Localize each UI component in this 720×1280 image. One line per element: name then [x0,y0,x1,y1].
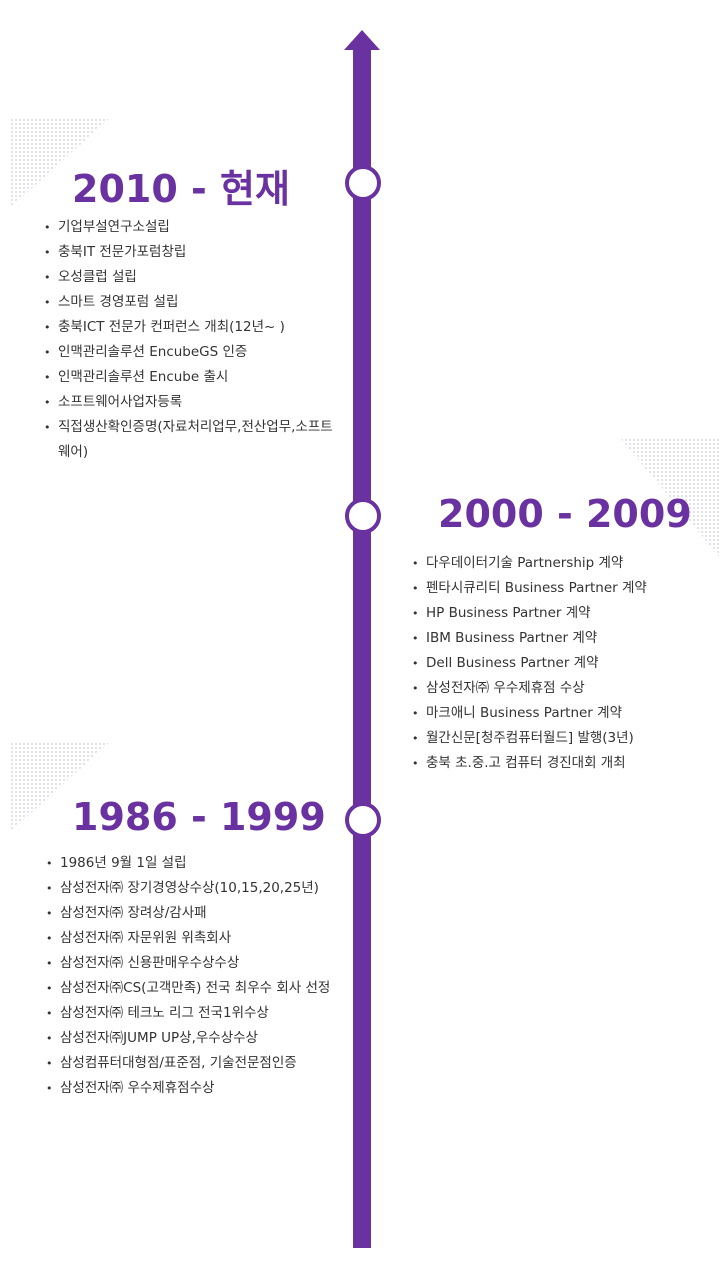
list-item: 삼성전자㈜ 자문위원 위촉회사 [46,926,331,951]
timeline-axis [353,48,371,1248]
timeline-node-2000 [345,498,381,534]
list-item: 충북IT 전문가포럼창립 [44,240,344,265]
timeline-node-1986 [345,802,381,838]
list-item: 삼성전자㈜ 신용판매우수상수상 [46,951,331,976]
list-item: 1986년 9월 1일 설립 [46,851,331,876]
list-item: HP Business Partner 계약 [412,601,712,626]
list-item: 충북 초.중.고 컴퓨터 경진대회 개최 [412,751,712,776]
list-item: 스마트 경영포럼 설립 [44,290,344,315]
list-item: 삼성전자㈜ 테크노 리그 전국1위수상 [46,1001,331,1026]
list-item: 삼성컴퓨터대형점/표준점, 기술전문점인증 [46,1051,331,1076]
era-list-2000: 다우데이터기술 Partnership 계약 펜타시큐리티 Business P… [412,551,712,776]
list-item: 소프트웨어사업자등록 [44,390,344,415]
list-item: 기업부설연구소설립 [44,215,344,240]
list-item: 삼성전자㈜CS(고객만족) 전국 최우수 회사 선정 [46,976,331,1001]
list-item: 직접생산확인증명(자료처리업무,전산업무,소프트웨어) [44,415,344,465]
list-item: 삼성전자㈜ 우수제휴점 수상 [412,676,712,701]
list-item: 오성클럽 설립 [44,265,344,290]
list-item: IBM Business Partner 계약 [412,626,712,651]
era-title-2000: 2000 - 2009 [438,492,692,536]
list-item: 펜타시큐리티 Business Partner 계약 [412,576,712,601]
list-item: 충북ICT 전문가 컨퍼런스 개최(12년~ ) [44,315,344,340]
list-item: 다우데이터기술 Partnership 계약 [412,551,712,576]
list-item: 삼성전자㈜ 장려상/감사패 [46,901,331,926]
timeline-arrow-up-icon [344,30,380,50]
list-item: 인맥관리솔루션 Encube 출시 [44,365,344,390]
list-item: 삼성전자㈜JUMP UP상,우수상수상 [46,1026,331,1051]
era-list-1986: 1986년 9월 1일 설립 삼성전자㈜ 장기경영상수상(10,15,20,25… [46,851,331,1101]
era-title-1986: 1986 - 1999 [72,795,326,839]
list-item: 삼성전자㈜ 우수제휴점수상 [46,1076,331,1101]
list-item: 삼성전자㈜ 장기경영상수상(10,15,20,25년) [46,876,331,901]
list-item: 월간신문[청주컴퓨터월드] 발행(3년) [412,726,712,751]
timeline-node-2010 [345,165,381,201]
list-item: 인맥관리솔루션 EncubeGS 인증 [44,340,344,365]
era-list-2010: 기업부설연구소설립 충북IT 전문가포럼창립 오성클럽 설립 스마트 경영포럼 … [44,215,344,465]
list-item: 마크애니 Business Partner 계약 [412,701,712,726]
era-title-2010: 2010 - 현재 [72,167,290,211]
list-item: Dell Business Partner 계약 [412,651,712,676]
